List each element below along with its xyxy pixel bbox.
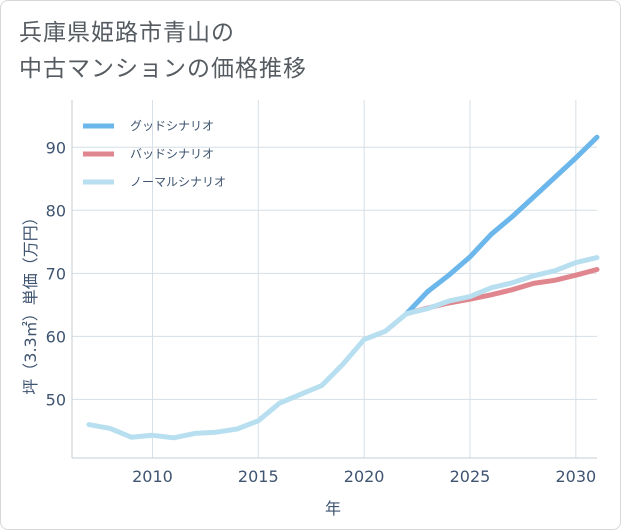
x-tick-label: 2030	[555, 467, 596, 486]
x-tick-label: 2015	[238, 467, 279, 486]
chart-title-line-2: 中古マンションの価格推移	[19, 56, 307, 82]
chart-title-line-1: 兵庫県姫路市青山の	[19, 20, 235, 46]
y-tick-label: 90	[46, 138, 66, 157]
series-line-3	[86, 255, 600, 441]
x-tick-label: 2020	[344, 467, 385, 486]
x-axis-title: 年	[325, 499, 341, 518]
x-tick-label: 2010	[132, 467, 173, 486]
tick-labels: 2010 2015 2020 2025 2030 50 60 70 80 90	[46, 138, 597, 486]
legend-label: グッドシナリオ	[130, 119, 214, 133]
y-tick-label: 60	[46, 327, 66, 346]
legend-label: ノーマルシナリオ	[130, 175, 226, 189]
series-lines	[86, 134, 600, 441]
y-tick-label: 50	[46, 390, 66, 409]
axes	[71, 100, 597, 459]
y-axis-title: 坪（3.3㎡）単価（万円）	[21, 209, 40, 394]
grid	[72, 100, 597, 458]
y-tick-label: 80	[46, 201, 66, 220]
legend-label: バッドシナリオ	[130, 147, 214, 161]
series-line-1	[404, 134, 600, 317]
x-tick-label: 2025	[450, 467, 491, 486]
chart-title: 兵庫県姫路市青山の 中古マンションの価格推移	[19, 15, 307, 87]
y-tick-label: 70	[46, 264, 66, 283]
